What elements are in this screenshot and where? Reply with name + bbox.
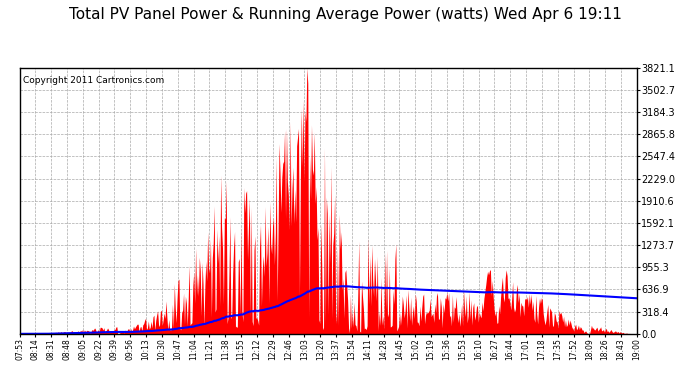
Text: Copyright 2011 Cartronics.com: Copyright 2011 Cartronics.com	[23, 76, 164, 85]
Text: Total PV Panel Power & Running Average Power (watts) Wed Apr 6 19:11: Total PV Panel Power & Running Average P…	[68, 8, 622, 22]
